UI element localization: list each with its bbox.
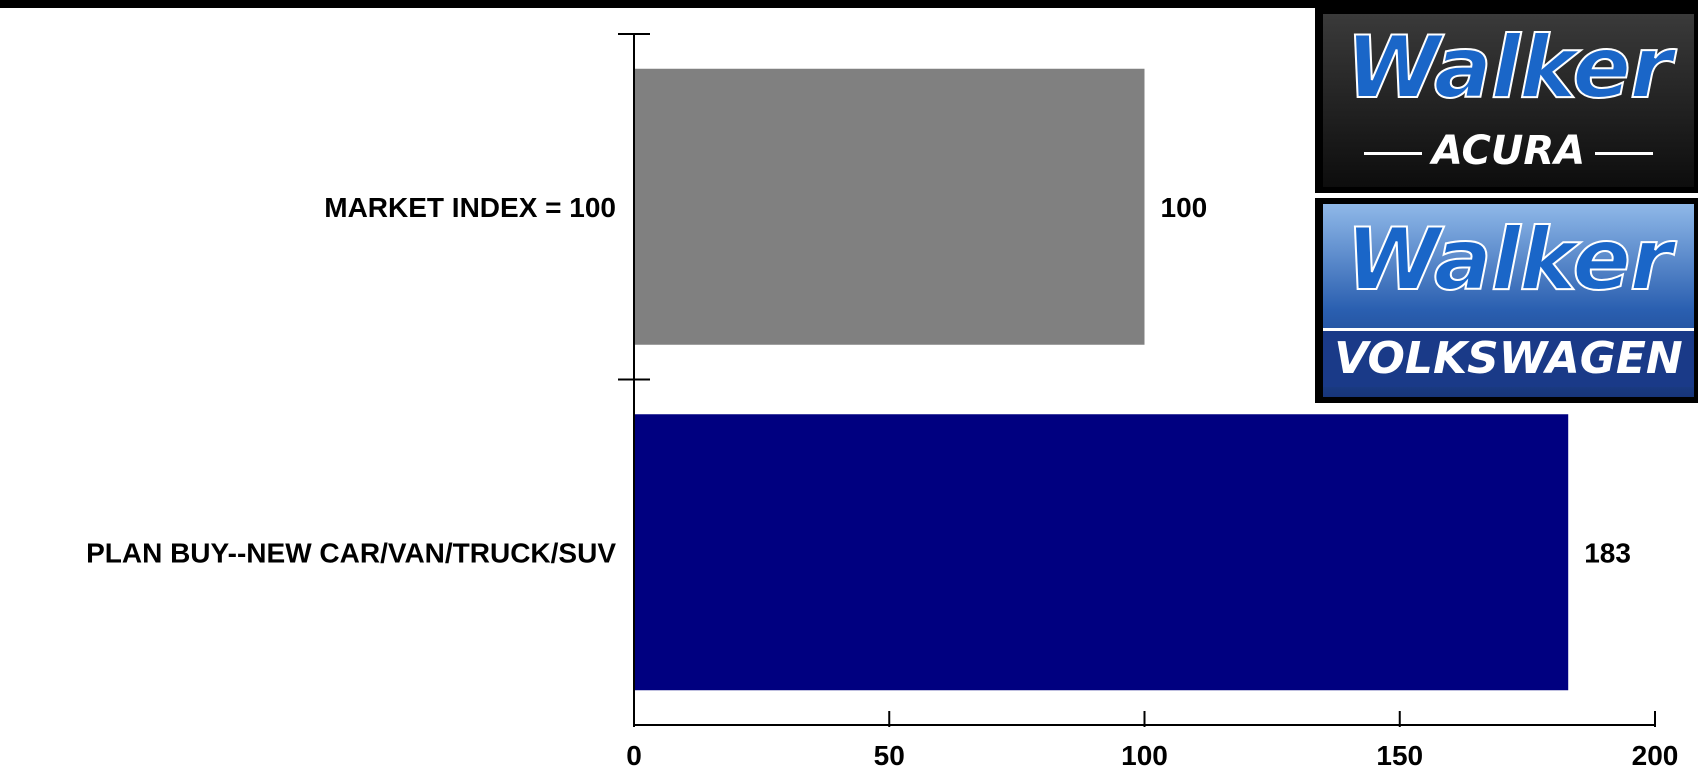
walker-volkswagen-logo-panel: Walker VOLKSWAGEN [1323, 204, 1694, 397]
walker-acura-sub-text: ACURA [1323, 128, 1694, 174]
walker-acura-logo-panel: Walker ACURA [1323, 14, 1694, 187]
x-tick-label-3: 150 [1376, 740, 1423, 771]
walker-acura-brand-text: Walker [1345, 17, 1673, 119]
acura-rule-left [1363, 151, 1422, 155]
value-label-1: 183 [1584, 537, 1631, 568]
acura-rule-right [1595, 151, 1654, 155]
walker-volkswagen-brand-text: Walker [1345, 209, 1673, 311]
walker-volkswagen-sub-text: VOLKSWAGEN [1323, 328, 1694, 387]
x-tick-label-4: 200 [1632, 740, 1679, 771]
acura-label: ACURA [1431, 128, 1586, 174]
x-tick-label-0: 0 [626, 740, 642, 771]
walker-volkswagen-logo: Walker VOLKSWAGEN [1315, 198, 1698, 403]
top-border-bar [0, 0, 1698, 8]
value-label-0: 100 [1161, 192, 1208, 223]
category-label-1: PLAN BUY--NEW CAR/VAN/TRUCK/SUV [86, 537, 616, 568]
bar-1 [634, 414, 1569, 691]
bar-0 [634, 68, 1145, 345]
walker-acura-logo: Walker ACURA [1315, 8, 1698, 193]
x-tick-label-2: 100 [1121, 740, 1168, 771]
x-tick-label-1: 50 [874, 740, 905, 771]
category-label-0: MARKET INDEX = 100 [324, 192, 616, 223]
